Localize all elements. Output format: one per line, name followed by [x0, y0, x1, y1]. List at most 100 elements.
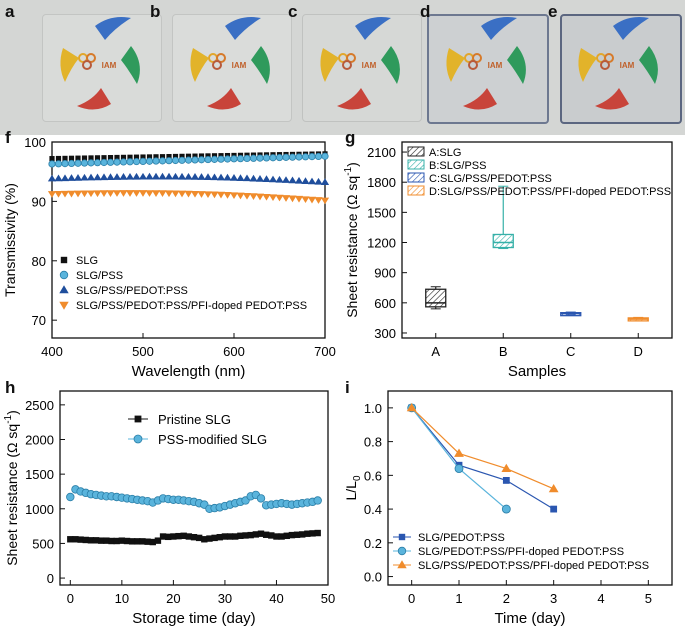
- data-point: [302, 154, 308, 160]
- series-1: [67, 486, 322, 513]
- data-point: [314, 497, 322, 505]
- legend-label: SLG/PSS/PEDOT:PSS: [76, 285, 188, 297]
- data-point: [67, 191, 75, 198]
- data-point: [184, 191, 192, 198]
- x-tick-label: A: [431, 344, 440, 359]
- logo-blue-swoosh: [95, 17, 131, 40]
- box-D: [628, 317, 648, 321]
- data-point: [224, 156, 230, 162]
- x-axis-label: Samples: [508, 363, 566, 380]
- legend-marker: [61, 257, 67, 263]
- logo-green-swoosh: [121, 46, 140, 84]
- y-tick-label: 1500: [25, 467, 54, 482]
- data-point: [62, 160, 68, 166]
- y-axis-label: Sheet resistance (Ω sq-1): [3, 410, 20, 566]
- data-point: [231, 156, 237, 162]
- logo-text: IAM: [362, 61, 377, 70]
- data-point: [145, 173, 153, 180]
- data-point: [67, 493, 75, 501]
- y-tick-label: 300: [374, 326, 396, 341]
- y-tick-label: 500: [32, 536, 54, 551]
- data-point: [166, 157, 172, 163]
- data-point: [204, 191, 212, 198]
- chart-sheet-resistance-box: 3006009001200150018002100A B C DSamplesShee…: [340, 135, 685, 385]
- data-point: [152, 190, 160, 197]
- legend-label: SLG/PSS/PEDOT:PSS/PFI-doped PEDOT:PSS: [418, 560, 649, 572]
- data-point: [74, 191, 82, 198]
- data-point: [87, 190, 95, 197]
- logo-blue-swoosh: [613, 17, 649, 40]
- y-axis-label: Sheet resistance (Ω sq-1): [343, 162, 360, 318]
- logo-ring: [601, 61, 609, 69]
- data-point: [218, 156, 224, 162]
- data-point: [80, 191, 88, 198]
- logo-mark: IAM: [446, 17, 525, 110]
- legend-label: Pristine SLG: [158, 412, 231, 427]
- data-point: [236, 174, 244, 181]
- data-point: [61, 174, 69, 181]
- data-point: [263, 155, 269, 161]
- data-point: [185, 157, 191, 163]
- legend-marker: [399, 534, 405, 540]
- logo-ring: [343, 61, 351, 69]
- data-point: [184, 173, 192, 180]
- logo-ring: [469, 61, 477, 69]
- x-tick-label: D: [634, 344, 643, 359]
- x-tick-label: 0: [408, 591, 415, 606]
- data-point: [288, 177, 296, 184]
- data-point: [165, 190, 173, 197]
- y-tick-label: 0.8: [364, 435, 382, 450]
- y-tick-label: 2000: [25, 433, 54, 448]
- panel-label-b: b: [150, 2, 160, 22]
- logo-blue-swoosh: [225, 17, 261, 40]
- chart-normalized-length: 0.00.20.40.60.81.00 1 2 3 4 5Time (day)L/L0SL…: [340, 385, 685, 634]
- data-point: [100, 173, 108, 180]
- series-3: [48, 190, 329, 204]
- logo-red-swoosh: [337, 88, 371, 110]
- logo-green-swoosh: [507, 46, 526, 84]
- legend-marker: [59, 302, 68, 310]
- y-axis-label: L/L0: [343, 475, 363, 500]
- series-2: [48, 173, 329, 185]
- logo-ring: [83, 61, 91, 69]
- data-point: [204, 173, 212, 180]
- box-A: [426, 287, 446, 309]
- data-point: [171, 191, 179, 198]
- legend-label: PSS-modified SLG: [158, 432, 267, 447]
- data-point: [322, 153, 328, 159]
- legend-label: B:SLG/PSS: [429, 160, 486, 172]
- data-point: [132, 190, 140, 197]
- data-point: [178, 191, 186, 198]
- data-point: [179, 157, 185, 163]
- data-point: [250, 155, 256, 161]
- data-point: [257, 495, 265, 503]
- data-point: [54, 191, 62, 198]
- data-point: [113, 173, 121, 180]
- data-point: [549, 484, 559, 492]
- x-tick-label: 0: [67, 591, 74, 606]
- data-point: [152, 173, 160, 180]
- data-point: [158, 173, 166, 180]
- data-point: [132, 173, 140, 180]
- data-point: [243, 174, 251, 181]
- logo-yellow-swoosh: [60, 48, 79, 82]
- data-point: [191, 173, 199, 180]
- logo-blue-swoosh: [481, 17, 517, 40]
- logo-red-swoosh: [207, 88, 241, 110]
- x-axis-label: Storage time (day): [132, 610, 255, 627]
- y-tick-label: 2100: [367, 145, 396, 160]
- data-point: [94, 159, 100, 165]
- data-point: [282, 176, 290, 183]
- y-tick-label: 0.6: [364, 468, 382, 483]
- data-point: [210, 173, 218, 180]
- legend-swatch: [408, 186, 424, 195]
- x-axis-label: Wavelength (nm): [132, 363, 246, 380]
- data-point: [171, 173, 179, 180]
- logo-yellow-swoosh: [320, 48, 339, 82]
- data-point: [119, 173, 127, 180]
- data-point: [315, 153, 321, 159]
- x-tick-label: 3: [550, 591, 557, 606]
- data-point: [48, 191, 56, 198]
- y-tick-label: 1800: [367, 175, 396, 190]
- x-tick-label: 4: [597, 591, 604, 606]
